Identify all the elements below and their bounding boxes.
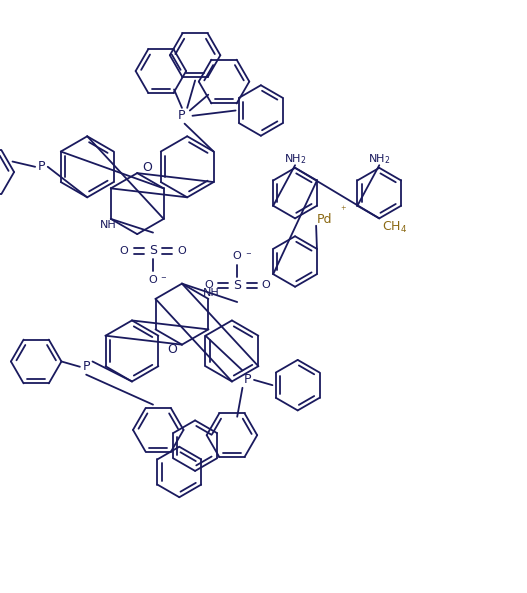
Text: P: P bbox=[82, 360, 90, 373]
Text: O: O bbox=[142, 161, 152, 174]
Text: O: O bbox=[262, 280, 270, 290]
Text: NH: NH bbox=[202, 288, 219, 298]
Text: Pd: Pd bbox=[316, 213, 332, 226]
Text: $^-$: $^-$ bbox=[159, 275, 168, 285]
Text: NH: NH bbox=[100, 219, 116, 229]
Text: O: O bbox=[149, 275, 158, 285]
Text: O: O bbox=[168, 343, 178, 356]
Text: P: P bbox=[178, 109, 186, 122]
Text: CH$_4$: CH$_4$ bbox=[383, 220, 408, 235]
Text: O: O bbox=[178, 246, 187, 256]
Text: P: P bbox=[244, 374, 251, 387]
Text: O: O bbox=[204, 280, 212, 290]
Text: $^+$: $^+$ bbox=[339, 205, 347, 215]
Text: S: S bbox=[149, 244, 157, 257]
Text: P: P bbox=[38, 160, 45, 173]
Text: S: S bbox=[233, 279, 241, 292]
Text: $^-$: $^-$ bbox=[243, 251, 252, 262]
Text: NH$_2$: NH$_2$ bbox=[368, 152, 391, 166]
Text: NH$_2$: NH$_2$ bbox=[284, 152, 306, 166]
Text: O: O bbox=[120, 246, 129, 256]
Text: O: O bbox=[233, 251, 241, 262]
